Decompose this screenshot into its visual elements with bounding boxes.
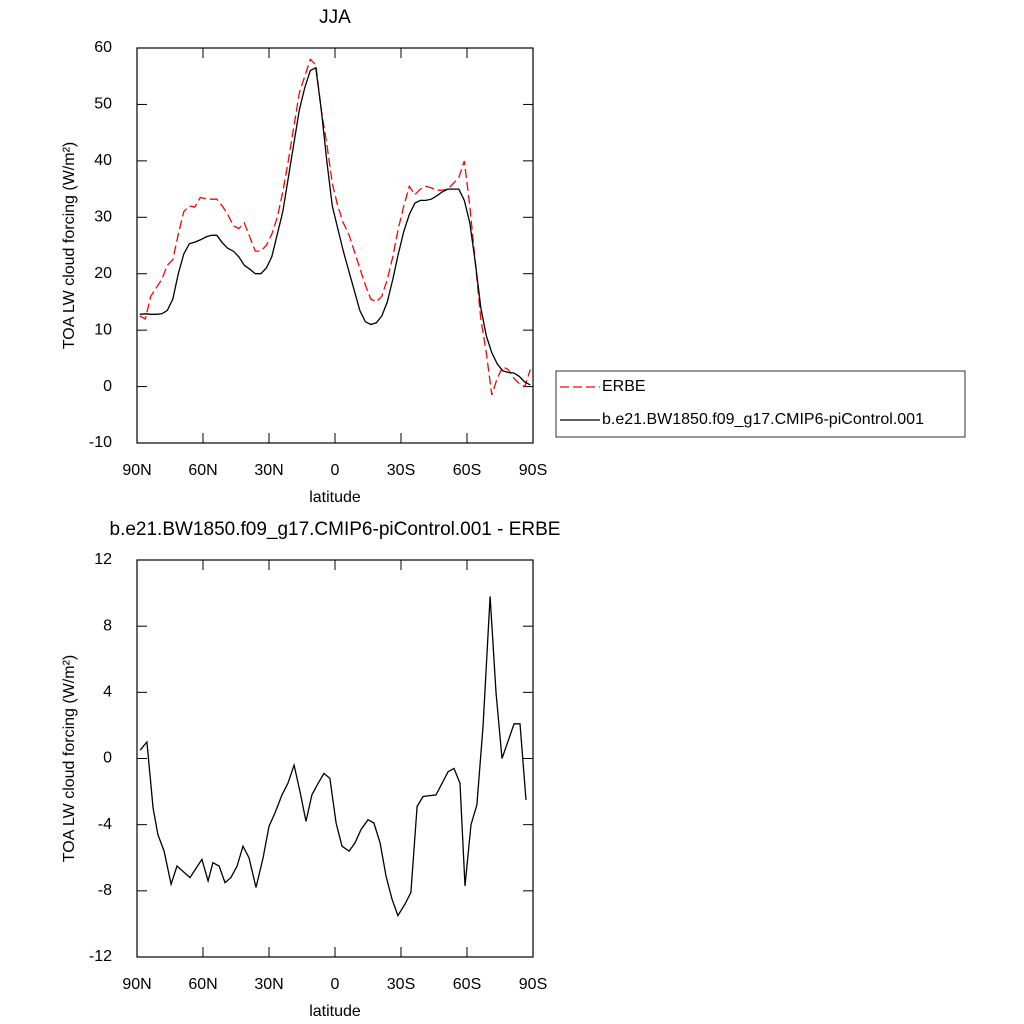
x-axis-label: latitude [309, 489, 361, 506]
y-tick-label: 0 [103, 378, 112, 395]
y-axis-label: TOA LW cloud forcing (W/m²) [61, 655, 78, 862]
y-tick-label: 50 [94, 96, 112, 113]
x-tick-label: 30N [254, 462, 283, 479]
x-axis-label: latitude [309, 1003, 361, 1020]
chart-title: JJA [319, 7, 351, 28]
x-tick-label: 60S [453, 976, 481, 993]
y-tick-label: 10 [94, 321, 112, 338]
y-tick-label: -8 [98, 882, 112, 899]
y-tick-label: 60 [94, 39, 112, 56]
y-tick-label: -12 [89, 948, 112, 965]
x-tick-label: 60N [188, 976, 217, 993]
y-tick-label: -4 [98, 816, 112, 833]
x-tick-label: 60S [453, 462, 481, 479]
y-tick-label: 20 [94, 265, 112, 282]
plot-frame [136, 559, 534, 958]
y-tick-label: 8 [103, 617, 112, 634]
y-axis-label: TOA LW cloud forcing (W/m²) [61, 142, 78, 349]
y-tick-label: 12 [94, 551, 112, 568]
x-tick-label: 30S [387, 462, 415, 479]
x-tick-label: 60N [188, 462, 217, 479]
data-line [139, 66, 531, 386]
x-tick-label: 30N [254, 976, 283, 993]
x-tick-label: 90N [122, 462, 151, 479]
y-tick-label: 30 [94, 209, 112, 226]
plot-frame [136, 47, 534, 444]
data-line [139, 596, 527, 918]
x-tick-label: 0 [331, 462, 340, 479]
x-tick-label: 90S [519, 976, 547, 993]
y-tick-label: 4 [103, 684, 112, 701]
legend-box [555, 370, 966, 438]
legend-label: ERBE [602, 378, 646, 395]
legend-label: b.e21.BW1850.f09_g17.CMIP6-piControl.001 [602, 411, 924, 428]
x-tick-label: 90S [519, 462, 547, 479]
y-tick-label: 40 [94, 152, 112, 169]
y-tick-label: -10 [89, 434, 112, 451]
x-tick-label: 90N [122, 976, 151, 993]
y-tick-label: 0 [103, 750, 112, 767]
chart-title: b.e21.BW1850.f09_g17.CMIP6-piControl.001… [110, 519, 561, 540]
x-tick-label: 30S [387, 976, 415, 993]
data-line [139, 58, 531, 396]
x-tick-label: 0 [331, 976, 340, 993]
